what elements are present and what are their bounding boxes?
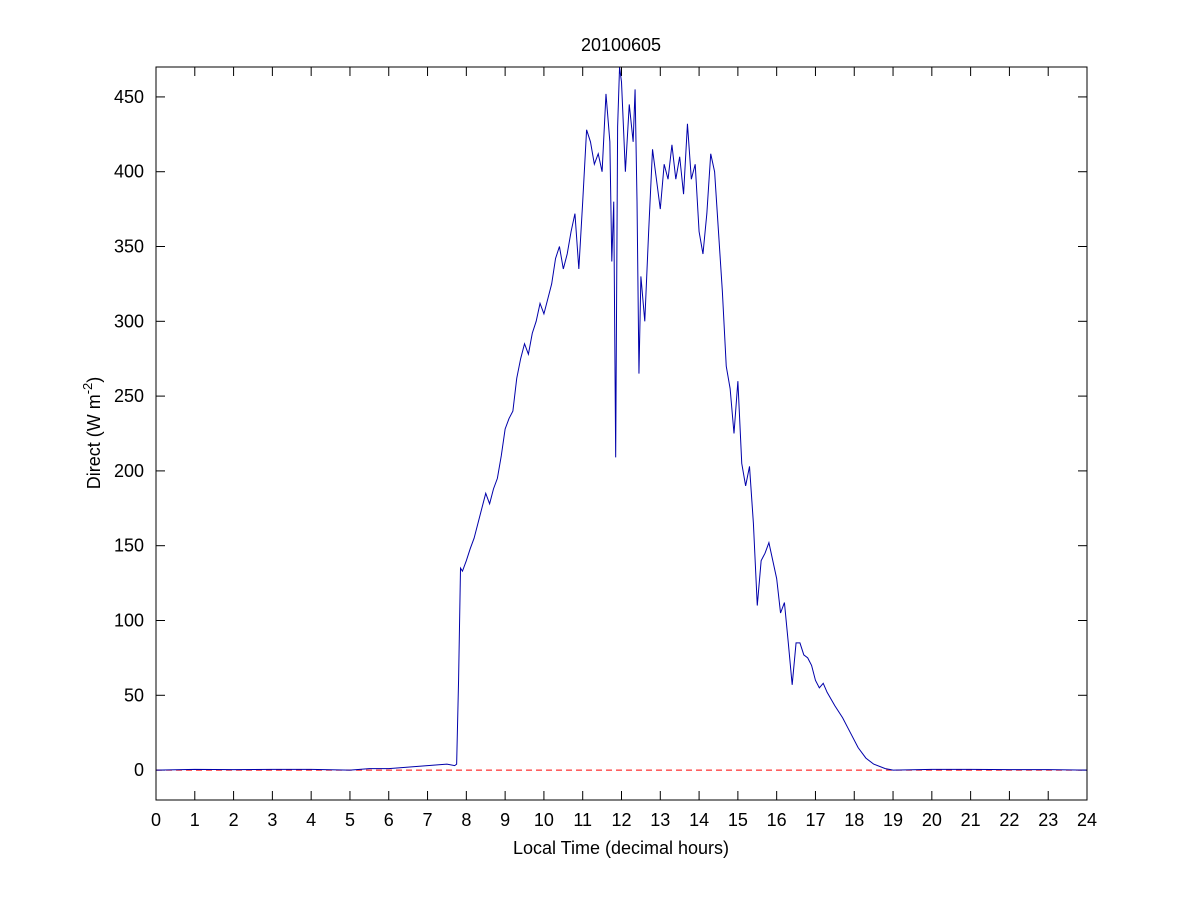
y-tick-label: 450	[114, 87, 144, 107]
x-axis-label: Local Time (decimal hours)	[513, 838, 729, 858]
x-tick-label: 16	[767, 810, 787, 830]
x-tick-label: 5	[345, 810, 355, 830]
y-tick-label: 150	[114, 536, 144, 556]
y-tick-label: 100	[114, 610, 144, 630]
x-tick-label: 4	[306, 810, 316, 830]
x-tick-label: 10	[534, 810, 554, 830]
x-tick-label: 9	[500, 810, 510, 830]
x-tick-label: 13	[650, 810, 670, 830]
y-tick-label: 200	[114, 461, 144, 481]
x-tick-label: 23	[1038, 810, 1058, 830]
y-label-text: Direct (W m	[84, 394, 104, 489]
x-tick-label: 20	[922, 810, 942, 830]
x-tick-label: 7	[423, 810, 433, 830]
y-tick-label: 250	[114, 386, 144, 406]
y-tick-label: 300	[114, 311, 144, 331]
x-tick-label: 17	[805, 810, 825, 830]
chart-title: 20100605	[581, 35, 661, 55]
x-tick-label: 11	[573, 810, 592, 830]
y-label-end: )	[84, 377, 104, 383]
x-tick-label: 0	[151, 810, 161, 830]
x-tick-label: 2	[229, 810, 239, 830]
y-tick-label: 350	[114, 237, 144, 257]
y-tick-label: 0	[134, 760, 144, 780]
x-tick-label: 12	[611, 810, 631, 830]
x-tick-label: 6	[384, 810, 394, 830]
x-tick-label: 14	[689, 810, 709, 830]
y-tick-label: 50	[124, 685, 144, 705]
x-tick-label: 19	[883, 810, 903, 830]
data-line	[155, 66, 1088, 771]
x-tick-label: 15	[728, 810, 748, 830]
x-tick-label: 1	[190, 810, 200, 830]
x-tick-label: 8	[461, 810, 471, 830]
x-tick-label: 21	[961, 810, 981, 830]
y-axis-label: Direct (W m-2)	[80, 377, 104, 490]
x-tick-label: 22	[999, 810, 1019, 830]
x-tick-label: 18	[844, 810, 864, 830]
x-tick-label: 24	[1077, 810, 1097, 830]
plot-frame	[155, 66, 1088, 801]
x-tick-label: 3	[267, 810, 277, 830]
y-tick-label: 400	[114, 162, 144, 182]
y-label-sup: -2	[80, 383, 95, 395]
